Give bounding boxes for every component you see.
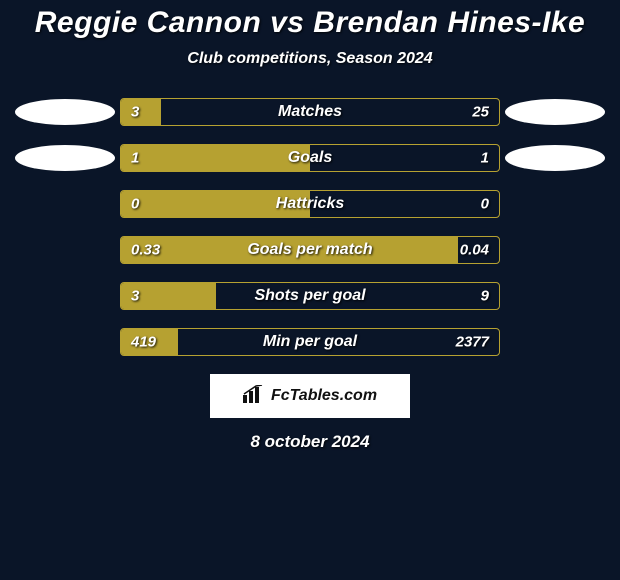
stat-value-left: 419 bbox=[131, 334, 156, 351]
stat-row: 0.33 Goals per match 0.04 bbox=[10, 236, 610, 264]
team-badge-left bbox=[10, 99, 120, 125]
stats-rows: 3 Matches 25 1 Goals 1 0 Hattricks 0 0.33 Goals pe… bbox=[0, 98, 620, 356]
subtitle: Club competitions, Season 2024 bbox=[0, 50, 620, 68]
stat-label: Min per goal bbox=[263, 333, 357, 351]
date-text: 8 october 2024 bbox=[0, 432, 620, 452]
stat-bar: 0.33 Goals per match 0.04 bbox=[120, 236, 500, 264]
stat-bar: 0 Hattricks 0 bbox=[120, 190, 500, 218]
stat-label: Hattricks bbox=[276, 195, 344, 213]
stat-value-right: 9 bbox=[481, 288, 489, 305]
bars-icon bbox=[243, 385, 265, 408]
stat-bar: 1 Goals 1 bbox=[120, 144, 500, 172]
stat-label: Goals bbox=[288, 149, 332, 167]
brand-box[interactable]: FcTables.com bbox=[210, 374, 410, 418]
team-badge-right bbox=[500, 145, 610, 171]
badge-ellipse bbox=[505, 145, 605, 171]
stat-value-right: 1 bbox=[481, 150, 489, 167]
stat-bar-fill bbox=[121, 99, 161, 125]
stat-row: 3 Matches 25 bbox=[10, 98, 610, 126]
stat-value-left: 3 bbox=[131, 104, 139, 121]
stat-row: 1 Goals 1 bbox=[10, 144, 610, 172]
stat-row: 0 Hattricks 0 bbox=[10, 190, 610, 218]
stat-value-right: 0 bbox=[481, 196, 489, 213]
stat-value-right: 2377 bbox=[456, 334, 489, 351]
stat-label: Shots per goal bbox=[254, 287, 365, 305]
stat-bar: 419 Min per goal 2377 bbox=[120, 328, 500, 356]
stat-value-right: 0.04 bbox=[460, 242, 489, 259]
stat-row: 419 Min per goal 2377 bbox=[10, 328, 610, 356]
stat-value-right: 25 bbox=[472, 104, 489, 121]
stat-bar: 3 Matches 25 bbox=[120, 98, 500, 126]
stat-row: 3 Shots per goal 9 bbox=[10, 282, 610, 310]
stat-value-left: 0 bbox=[131, 196, 139, 213]
comparison-card: Reggie Cannon vs Brendan Hines-Ike Club … bbox=[0, 0, 620, 452]
brand-text: FcTables.com bbox=[271, 387, 377, 405]
stat-value-left: 1 bbox=[131, 150, 139, 167]
badge-ellipse bbox=[505, 99, 605, 125]
team-badge-left bbox=[10, 145, 120, 171]
stat-label: Matches bbox=[278, 103, 342, 121]
stat-value-left: 3 bbox=[131, 288, 139, 305]
team-badge-right bbox=[500, 99, 610, 125]
stat-label: Goals per match bbox=[247, 241, 372, 259]
stat-value-left: 0.33 bbox=[131, 242, 160, 259]
stat-bar-fill bbox=[121, 145, 310, 171]
stat-bar: 3 Shots per goal 9 bbox=[120, 282, 500, 310]
badge-ellipse bbox=[15, 99, 115, 125]
page-title: Reggie Cannon vs Brendan Hines-Ike bbox=[0, 6, 620, 40]
badge-ellipse bbox=[15, 145, 115, 171]
